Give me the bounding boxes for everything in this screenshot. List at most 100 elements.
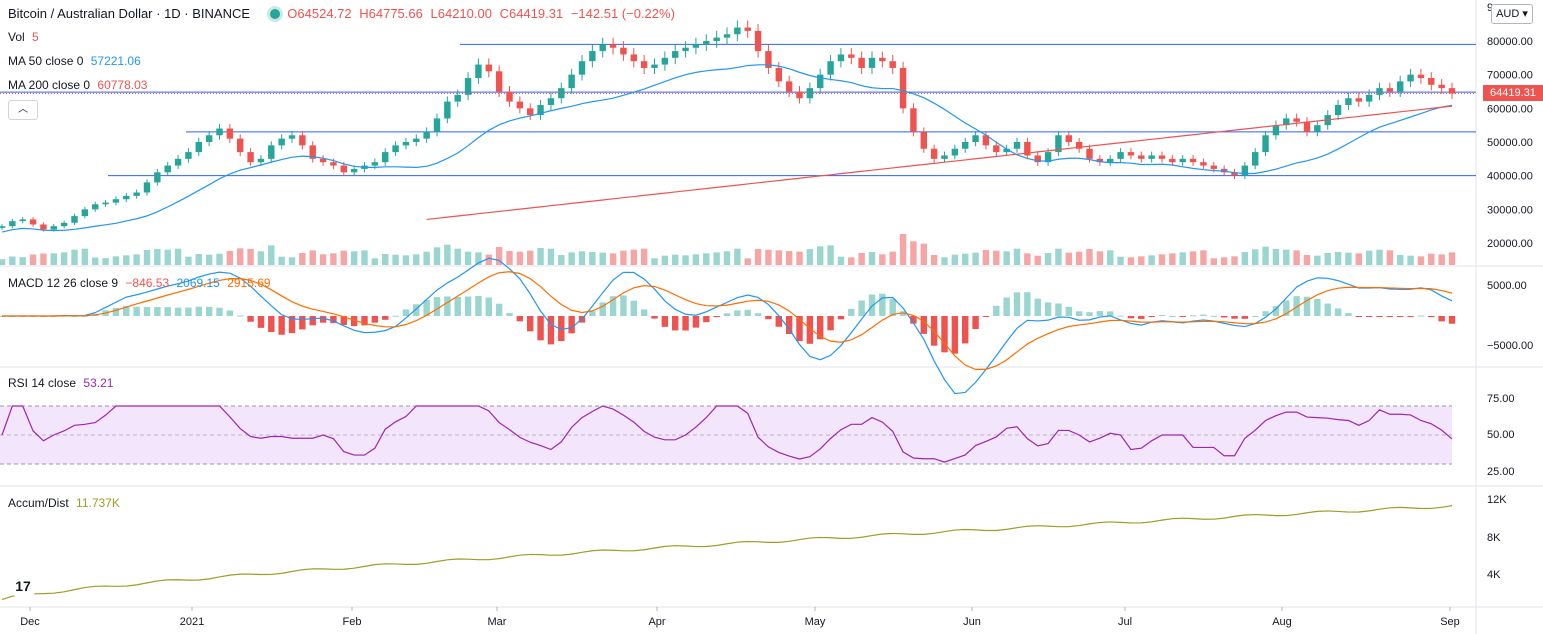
volume-bar bbox=[1438, 254, 1445, 265]
rsi-axis-label: 75.00 bbox=[1487, 393, 1515, 405]
candle bbox=[278, 138, 285, 146]
candle bbox=[661, 57, 669, 65]
legend-ad[interactable]: Accum/Dist 11.737K bbox=[8, 496, 124, 510]
candle bbox=[1231, 172, 1238, 176]
macd-histogram-bar bbox=[1189, 315, 1197, 317]
macd-histogram-bar bbox=[1303, 296, 1311, 316]
volume-bar bbox=[392, 254, 399, 265]
legend-macd-value: 2069.15 bbox=[176, 276, 220, 290]
candle bbox=[899, 67, 907, 109]
legend-vol-label: Vol bbox=[8, 30, 25, 44]
legend-ma200[interactable]: MA 200 close 0 60778.03 bbox=[8, 78, 151, 92]
volume-bar bbox=[1003, 251, 1010, 265]
macd-histogram-bar bbox=[1231, 316, 1238, 319]
volume-bar bbox=[288, 257, 296, 265]
volume-bar bbox=[278, 256, 285, 265]
volume-bar bbox=[81, 248, 89, 265]
macd-histogram-bar bbox=[1169, 315, 1176, 317]
macd-histogram-bar bbox=[444, 296, 451, 316]
candle bbox=[734, 27, 741, 35]
volume-bar bbox=[899, 234, 907, 265]
candle bbox=[703, 41, 710, 45]
candle bbox=[651, 64, 658, 68]
legend-ma200-value: 60778.03 bbox=[97, 78, 148, 92]
time-axis-label: Mar bbox=[488, 616, 507, 628]
legend-rsi[interactable]: RSI 14 close 53.21 bbox=[8, 376, 117, 390]
candle bbox=[237, 138, 244, 153]
macd-histogram-bar bbox=[806, 316, 814, 344]
volume-bar bbox=[537, 248, 544, 265]
volume-bar bbox=[71, 249, 78, 265]
volume-bar bbox=[651, 258, 658, 265]
candle bbox=[60, 222, 68, 227]
price-axis[interactable]: 9 80000.00 70000.00 60000.00 50000.00 40000.0… bbox=[1487, 2, 1533, 581]
volume-bar bbox=[1096, 251, 1104, 265]
currency-selector[interactable]: AUD ▾ bbox=[1491, 4, 1533, 24]
legend-rsi-label: RSI 14 close bbox=[8, 376, 77, 390]
volume-bar bbox=[1355, 253, 1362, 265]
volume-bar bbox=[1065, 252, 1072, 265]
candle bbox=[1252, 152, 1259, 166]
macd-histogram-bar bbox=[1034, 298, 1041, 316]
collapse-legend-button[interactable]: ︿ bbox=[8, 100, 38, 120]
macd-histogram-bar bbox=[1086, 312, 1093, 316]
volume-bar bbox=[154, 249, 161, 265]
macd-histogram-bar bbox=[257, 316, 265, 328]
volume-bar bbox=[257, 251, 265, 265]
volume-bar bbox=[599, 252, 606, 265]
symbol-title[interactable]: Bitcoin / Australian Dollar · 1D · BINAN… bbox=[8, 6, 251, 21]
candle bbox=[1303, 121, 1311, 132]
time-axis[interactable]: Dec 2021 Feb Mar Apr May Jun Jul Aug Sep bbox=[20, 607, 1460, 628]
volume-bar bbox=[1428, 253, 1435, 265]
candle bbox=[920, 131, 927, 149]
candle bbox=[537, 104, 544, 116]
volume-bar bbox=[475, 252, 482, 265]
volume-bar bbox=[1034, 255, 1041, 265]
volume-bar bbox=[195, 254, 202, 265]
macd-histogram-bar bbox=[1013, 292, 1021, 316]
macd-histogram-bar bbox=[1376, 316, 1383, 317]
market-status-icon bbox=[269, 9, 280, 19]
candle bbox=[154, 172, 161, 183]
candle bbox=[413, 138, 420, 142]
volume-bar bbox=[485, 254, 492, 265]
macd-histogram-bar bbox=[485, 297, 492, 316]
macd-histogram-bar bbox=[433, 297, 441, 316]
volume-bar bbox=[60, 252, 68, 265]
candle bbox=[640, 61, 648, 68]
candle bbox=[1262, 135, 1269, 153]
ma50-line bbox=[1, 64, 1453, 233]
ohlc-low: L64210.00 bbox=[430, 6, 492, 21]
volume-bar bbox=[1448, 252, 1456, 265]
volume-bar bbox=[1252, 249, 1259, 265]
volume-bar bbox=[361, 250, 368, 265]
legend-macd[interactable]: MACD 12 26 close 9 −846.53 2069.15 2915.… bbox=[8, 276, 275, 290]
candle bbox=[1003, 148, 1010, 153]
macd-histogram-bar bbox=[910, 316, 917, 324]
candle bbox=[1293, 118, 1300, 122]
volume-bar bbox=[858, 253, 865, 265]
macd-histogram-bar bbox=[205, 306, 213, 316]
macd-histogram-bar bbox=[226, 310, 234, 316]
macd-histogram-bar bbox=[1055, 303, 1062, 316]
candle bbox=[951, 148, 959, 156]
candles bbox=[0, 20, 1456, 232]
volume-bar bbox=[609, 253, 617, 265]
macd-histogram-bar bbox=[1262, 311, 1269, 316]
volume-bar bbox=[330, 253, 337, 265]
currency-label: AUD bbox=[1496, 8, 1520, 20]
time-axis-label: Sep bbox=[1440, 616, 1460, 628]
candle bbox=[713, 37, 720, 41]
volume-bar bbox=[672, 254, 679, 265]
candle bbox=[796, 91, 803, 99]
volume-bar bbox=[0, 259, 6, 265]
volume-bar bbox=[1303, 255, 1311, 265]
macd-histogram-bar bbox=[620, 295, 627, 316]
volume-bar bbox=[1386, 250, 1394, 265]
candle bbox=[723, 34, 731, 38]
legend-ma50[interactable]: MA 50 close 0 57221.06 bbox=[8, 54, 145, 68]
legend-vol[interactable]: Vol 5 bbox=[8, 30, 43, 44]
volume-bar bbox=[558, 255, 565, 265]
time-axis-label: Aug bbox=[1272, 616, 1292, 628]
